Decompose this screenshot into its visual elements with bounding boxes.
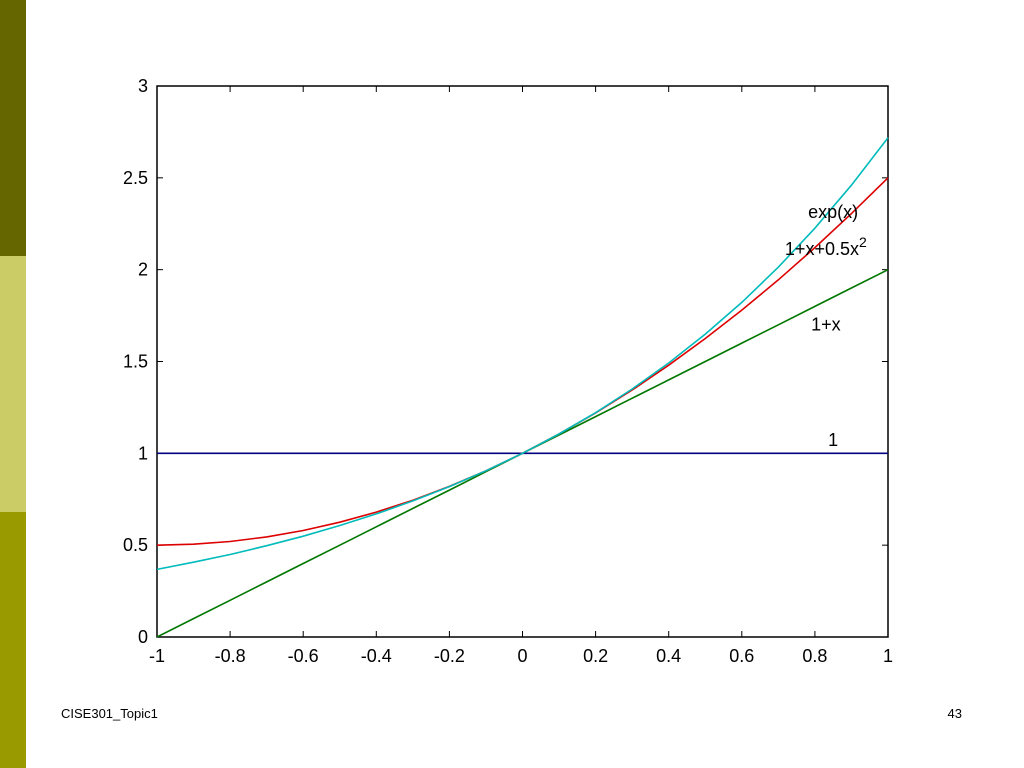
x-tick-label: 1 — [883, 646, 893, 666]
x-tick-label: 0.2 — [583, 646, 608, 666]
series-line-2 — [156, 177, 889, 546]
series-label: 1+x+0.5x2 — [785, 234, 867, 259]
x-tick-label: -1 — [149, 646, 165, 666]
x-tick-label: 0.8 — [802, 646, 827, 666]
accent-band-middle — [0, 256, 26, 512]
series-label: 1 — [828, 430, 838, 450]
accent-band-bottom — [0, 512, 26, 768]
series-line-3 — [156, 137, 889, 571]
page-number: 43 — [947, 706, 962, 721]
accent-band-top — [0, 0, 26, 256]
y-tick-label: 3 — [138, 76, 148, 96]
axis-tick-labels: -1 -0.8 -0.6 -0.4 -0.2 0 0.2 0.4 0.6 0.8 1 0 0.5 1 1.5… — [123, 76, 893, 666]
line-chart: -1 -0.8 -0.6 -0.4 -0.2 0 0.2 0.4 0.6 0.8 1 0 0.5 1 1.5… — [123, 76, 893, 666]
y-tick-label: 2.5 — [123, 168, 148, 188]
y-tick-label: 0.5 — [123, 535, 148, 555]
series-label: 1+x — [811, 314, 841, 334]
footer-course-code: CISE301_Topic1 — [61, 706, 158, 721]
series-annotations: exp(x) 1+x+0.5x2 1+x 1 — [785, 202, 867, 450]
x-tick-label: 0.4 — [656, 646, 681, 666]
series-label: exp(x) — [808, 202, 858, 222]
axis-ticks — [156, 85, 889, 638]
x-tick-label: -0.2 — [434, 646, 465, 666]
x-tick-label: -0.4 — [361, 646, 392, 666]
y-tick-label: 1 — [138, 443, 148, 463]
y-tick-label: 1.5 — [123, 352, 148, 372]
series-lines — [156, 137, 889, 638]
x-tick-label: 0 — [517, 646, 527, 666]
x-tick-label: -0.8 — [215, 646, 246, 666]
x-tick-label: -0.6 — [288, 646, 319, 666]
x-tick-label: 0.6 — [729, 646, 754, 666]
y-tick-label: 2 — [138, 260, 148, 280]
plot-frame — [156, 85, 889, 638]
y-tick-label: 0 — [138, 627, 148, 647]
